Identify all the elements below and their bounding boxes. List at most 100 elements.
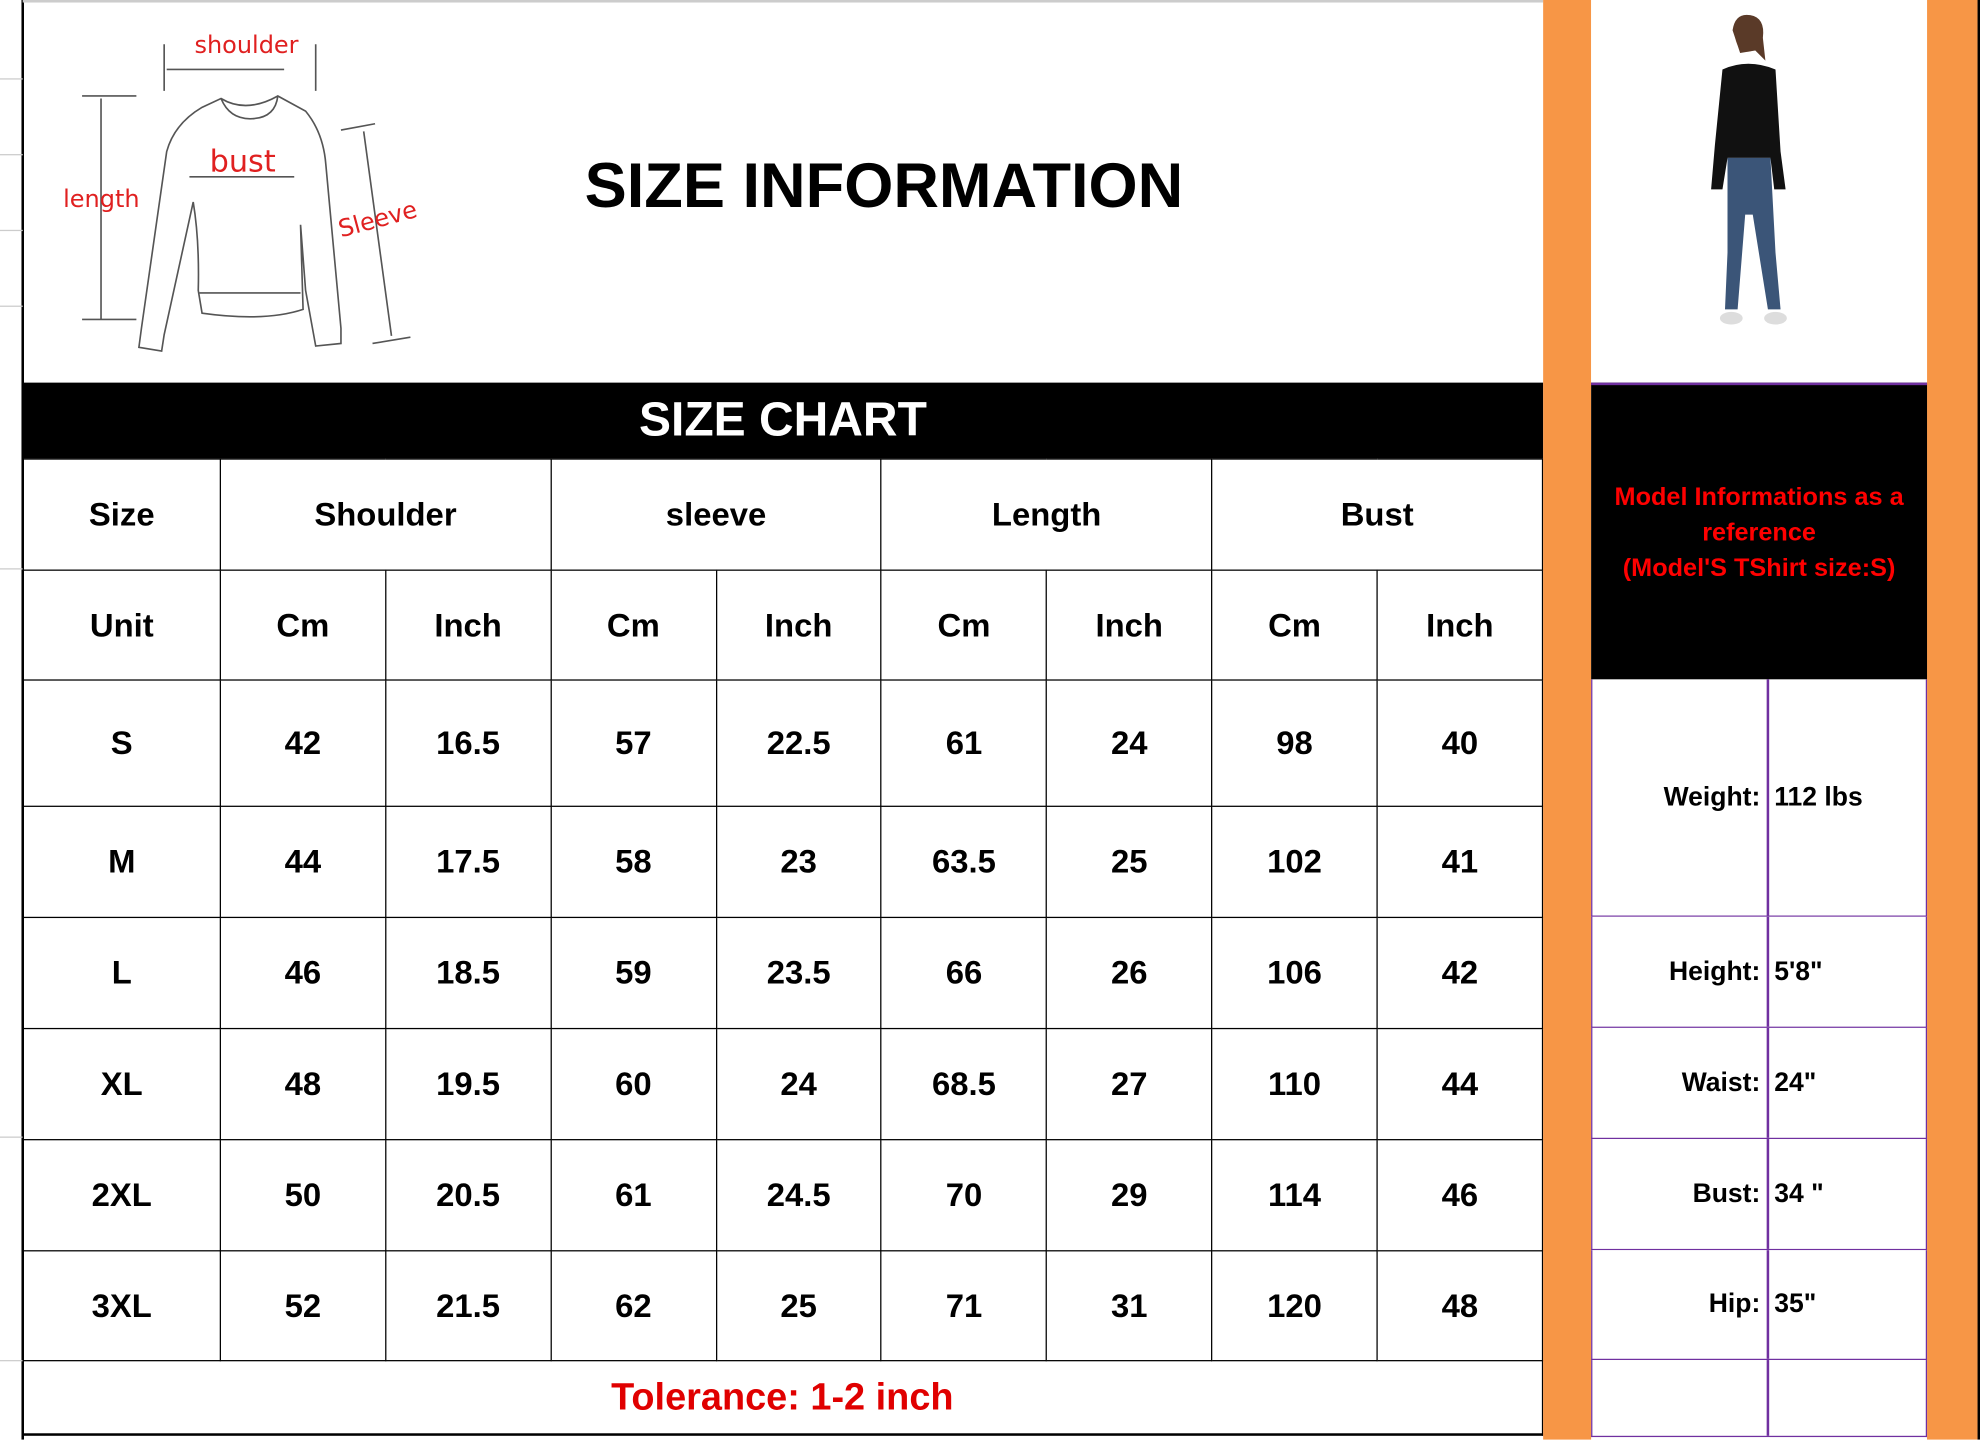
model-info-heading: Model Informations as a reference (Model… [1591, 382, 1928, 680]
model-stat-bust: Bust: 34 " [1591, 1139, 1928, 1251]
stat-label: Bust: [1592, 1139, 1770, 1249]
size-label-cell: L [22, 916, 221, 1030]
measurement-cell: 19.5 [384, 1027, 552, 1141]
measurement-cell: 41 [1376, 805, 1544, 919]
length-label: length [63, 185, 139, 213]
unit-cell: Inch [1045, 569, 1213, 681]
measurement-cell: 26 [1045, 916, 1213, 1030]
tolerance-note: Tolerance: 1-2 inch [22, 1360, 1544, 1436]
measurement-cell: 68.5 [880, 1027, 1048, 1141]
measurement-cell: 23 [715, 805, 882, 919]
stat-label: Weight: [1592, 679, 1770, 916]
measurement-cell: 31 [1045, 1250, 1213, 1362]
measurement-cell: 102 [1211, 805, 1378, 919]
header-row: Size Shoulder sleeve Length Bust [22, 458, 1544, 571]
measurement-cell: 20.5 [384, 1139, 552, 1252]
right-edge [1977, 0, 1980, 1440]
size-row: M 44 17.5 58 23 63.5 25 102 41 [22, 805, 1544, 919]
stat-value: 5'8" [1774, 956, 1823, 986]
unit-cell: Inch [384, 569, 552, 681]
sweater-measurement-diagram: shoulder bust length Sleeve [63, 31, 420, 353]
gutter-line [0, 229, 23, 232]
stat-value: 35" [1774, 1289, 1817, 1319]
measurement-cell: 46 [219, 916, 387, 1030]
measurement-cell: 22.5 [715, 679, 882, 807]
stat-value: 34 " [1774, 1178, 1824, 1208]
measurement-cell: 58 [550, 805, 717, 919]
model-stat-waist: Waist: 24" [1591, 1027, 1928, 1140]
measurement-cell: 25 [1045, 805, 1213, 919]
measurement-cell: 44 [219, 805, 387, 919]
measurement-cell: 16.5 [384, 679, 552, 807]
size-label-cell: XL [22, 1027, 221, 1141]
spreadsheet-row-gutter [0, 0, 24, 1440]
unit-row: Unit Cm Inch Cm Inch Cm Inch Cm Inch [22, 569, 1544, 681]
header-shoulder: Shoulder [219, 458, 552, 571]
bust-label: bust [210, 145, 276, 180]
header-length: Length [880, 458, 1213, 571]
size-chart-heading: SIZE CHART [22, 382, 1544, 459]
measurement-cell: 46 [1376, 1139, 1544, 1252]
size-row: L 46 18.5 59 23.5 66 26 106 42 [22, 916, 1544, 1030]
measurement-cell: 42 [219, 679, 387, 807]
model-stat-hip: Hip: 35" [1591, 1250, 1928, 1361]
size-row: 3XL 52 21.5 62 25 71 31 120 48 [22, 1250, 1544, 1362]
size-label-cell: M [22, 805, 221, 919]
gutter-line [0, 1136, 23, 1138]
measurement-cell: 24 [715, 1027, 882, 1141]
orange-band-right [1927, 0, 1978, 1440]
unit-cell: Cm [880, 569, 1048, 681]
measurement-cell: 60 [550, 1027, 717, 1141]
measurement-cell: 110 [1211, 1027, 1378, 1141]
gutter-line [0, 305, 23, 307]
measurement-cell: 23.5 [715, 916, 882, 1030]
size-chart-table: Size Shoulder sleeve Length Bust Unit Cm I… [22, 458, 1544, 1362]
unit-cell: Inch [715, 569, 882, 681]
measurement-cell: 98 [1211, 679, 1378, 807]
model-photo [1591, 0, 1928, 383]
gutter-line [0, 78, 23, 80]
unit-cell: Inch [1376, 569, 1544, 681]
orange-band-left [1543, 0, 1592, 1440]
gutter-line [0, 154, 23, 156]
measurement-cell: 48 [219, 1027, 387, 1141]
measurement-cell: 29 [1045, 1139, 1213, 1252]
unit-cell: Cm [550, 569, 717, 681]
stat-label: Hip: [1592, 1250, 1770, 1359]
measurement-cell: 59 [550, 916, 717, 1030]
stat-value: 112 lbs [1774, 782, 1863, 812]
measurement-cell: 40 [1376, 679, 1544, 807]
model-heading-line: (Model'S TShirt size:S) [1622, 553, 1896, 582]
measurement-cell: 50 [219, 1139, 387, 1252]
measurement-cell: 57 [550, 679, 717, 807]
size-label-cell: S [22, 679, 221, 807]
measurement-cell: 120 [1211, 1250, 1378, 1362]
measurement-cell: 114 [1211, 1139, 1378, 1252]
size-row: S 42 16.5 57 22.5 61 24 98 40 [22, 679, 1544, 807]
model-heading-line: reference [1702, 518, 1816, 547]
measurement-cell: 66 [880, 916, 1048, 1030]
gutter-line [0, 1360, 23, 1362]
unit-cell: Cm [219, 569, 387, 681]
measurement-cell: 44 [1376, 1027, 1544, 1141]
shoulder-label: shoulder [194, 31, 298, 59]
measurement-cell: 21.5 [384, 1250, 552, 1362]
gutter-line [0, 568, 23, 570]
measurement-cell: 27 [1045, 1027, 1213, 1141]
measurement-cell: 48 [1376, 1250, 1544, 1362]
measurement-cell: 42 [1376, 916, 1544, 1030]
unit-cell: Unit [22, 569, 221, 681]
empty-cell [1592, 1360, 1770, 1436]
header-bust: Bust [1211, 458, 1544, 571]
header-size: Size [22, 458, 221, 571]
measurement-cell: 18.5 [384, 916, 552, 1030]
model-stat-weight: Weight: 112 lbs [1591, 679, 1928, 917]
size-row: 2XL 50 20.5 61 24.5 70 29 114 46 [22, 1139, 1544, 1252]
measurement-cell: 24 [1045, 679, 1213, 807]
measurement-cell: 25 [715, 1250, 882, 1362]
stat-value: 24" [1774, 1067, 1817, 1097]
size-row: XL 48 19.5 60 24 68.5 27 110 44 [22, 1027, 1544, 1141]
stat-label: Height: [1592, 916, 1770, 1027]
measurement-cell: 70 [880, 1139, 1048, 1252]
measurement-cell: 106 [1211, 916, 1378, 1030]
